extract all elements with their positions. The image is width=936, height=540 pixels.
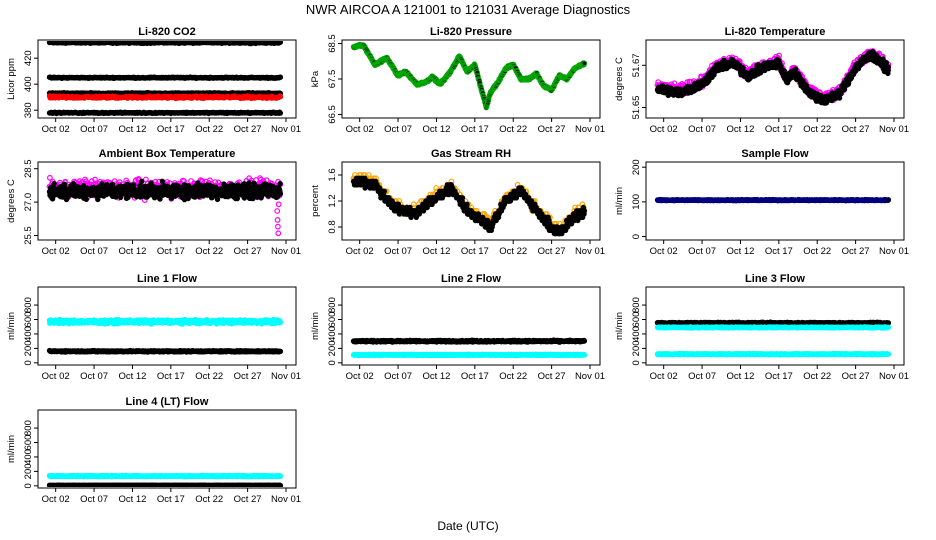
data-point: [581, 60, 588, 66]
x-tick-label: Oct 22: [195, 124, 223, 135]
data-point: [51, 180, 57, 187]
data-points: [654, 48, 892, 106]
x-tick-label: Oct 07: [688, 124, 716, 135]
series-standard-low: [46, 109, 284, 117]
x-tick-label: Oct 12: [726, 124, 754, 135]
x-tick-label: Oct 07: [384, 124, 412, 135]
x-tick-label: Oct 07: [80, 124, 108, 135]
data-points: [46, 41, 284, 117]
x-tick-label: Nov 01: [271, 124, 301, 135]
x-tick-label: Oct 02: [346, 124, 374, 135]
x-tick-label: Oct 27: [842, 124, 870, 135]
x-tick-label: Oct 22: [499, 124, 527, 135]
series-box-temp: [46, 178, 284, 203]
series-sample: [46, 93, 284, 102]
series-temperature: [654, 48, 892, 106]
data-point: [277, 93, 284, 100]
plot-frame: [37, 39, 297, 119]
panel-title-li-820-temperature: Li-820 Temperature: [725, 26, 826, 38]
y-tick-label: 420: [23, 50, 34, 66]
series-pressure: [350, 41, 588, 111]
panel-grid: Li-820 CO2 Oct 02 Oct 07 Oct 12 Oct 17 Oct 22…: [6, 26, 909, 505]
data-point: [277, 41, 284, 45]
y-axis-label-li-820-pressure: kPa: [310, 70, 321, 87]
series-standard-high: [46, 41, 284, 47]
data-point: [671, 80, 678, 87]
y-tick-label: 66.5: [327, 105, 338, 124]
data-point: [61, 181, 68, 187]
panel-1: Li-820 CO2 Oct 02 Oct 07 Oct 12 Oct 17 Oct 22…: [6, 26, 301, 135]
data-points: [46, 174, 284, 237]
figure-title: NWR AIRCOA A 121001 to 121031 Average Di…: [306, 2, 631, 17]
x-tick-label: Oct 17: [461, 124, 489, 135]
x-tick-label: Oct 02: [42, 124, 70, 135]
data-points: [350, 41, 588, 111]
data-point: [47, 174, 53, 181]
y-tick-label: 400: [23, 76, 34, 92]
x-tick-label: Oct 12: [422, 124, 450, 135]
y-tick-label: 380: [23, 102, 34, 118]
data-point: [277, 110, 284, 116]
data-point: [257, 176, 264, 183]
x-tick-label: Nov 01: [575, 124, 605, 135]
x-tick-label: Oct 27: [234, 124, 262, 135]
figure-xlabel: Date (UTC): [437, 519, 498, 533]
x-tick-label: Nov 01: [879, 124, 909, 135]
x-tick-label: Oct 12: [118, 124, 146, 135]
panel-title-ambient-box-temperature: Ambient Box Temperature: [99, 148, 236, 160]
panel-2: Li-820 Pressure Oct 02 Oct 07 Oct 12 Oct 17 O…: [310, 26, 605, 135]
x-tick-label: Oct 02: [650, 124, 678, 135]
data-point: [277, 74, 284, 80]
panel-title-li-820-co2: Li-820 CO2: [138, 26, 195, 38]
series-standard-mid-high: [46, 74, 284, 82]
series-temperature-max: [654, 48, 892, 106]
y-axis-label-li-820-co2: Licor ppm: [6, 58, 17, 100]
data-point: [83, 196, 89, 202]
y-tick-label: 67.5: [327, 70, 338, 89]
plot-frame: [37, 161, 297, 241]
x-tick-label: Oct 17: [157, 124, 185, 135]
y-tick-label: 51.67: [631, 53, 642, 77]
data-point: [212, 179, 219, 186]
data-point: [793, 66, 799, 72]
data-point: [95, 196, 101, 203]
y-tick-label: 68.5: [327, 34, 338, 53]
panel-3: Li-820 Temperature Oct 02 Oct 07 Oct 12 Oct …: [614, 26, 909, 135]
x-tick-label: Oct 17: [765, 124, 793, 135]
data-point: [83, 178, 89, 185]
x-tick-label: Oct 22: [803, 124, 831, 135]
y-axis-label-li-820-temperature: degrees C: [614, 57, 625, 101]
y-tick-label: 51.65: [631, 96, 642, 120]
panel-title-li-820-pressure: Li-820 Pressure: [430, 26, 512, 38]
plot-frame: [645, 39, 905, 119]
data-point: [885, 64, 892, 70]
x-tick-label: Oct 27: [538, 124, 566, 135]
